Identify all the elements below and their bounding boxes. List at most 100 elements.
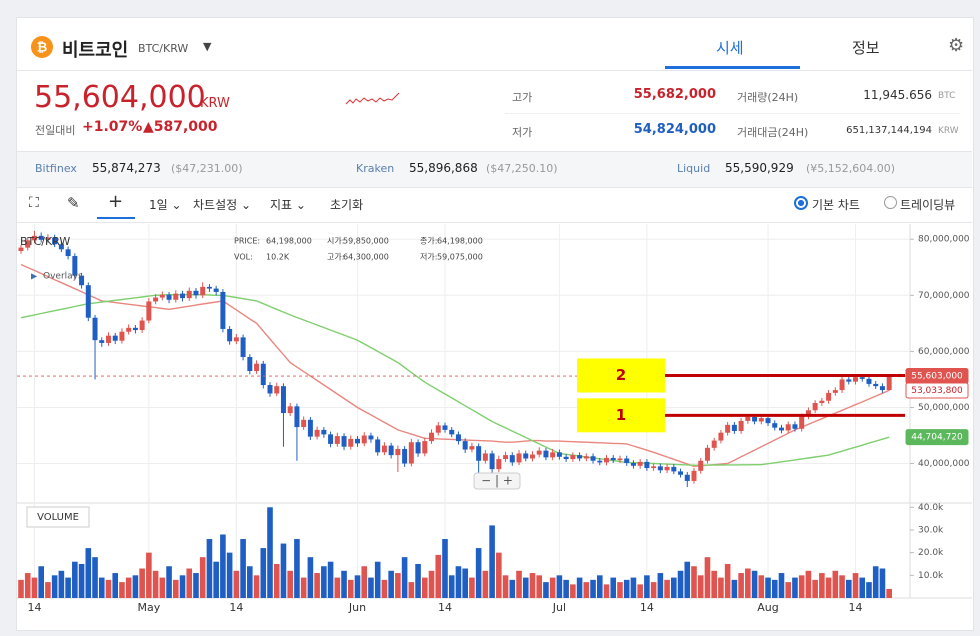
candle-body [886, 376, 892, 391]
candle-body [503, 455, 509, 460]
level-box [577, 358, 665, 393]
toolbar-item[interactable]: 1일 ⌄ [149, 198, 182, 212]
candle-body [597, 460, 603, 463]
candle-body [644, 461, 650, 469]
volume-bar [630, 577, 637, 598]
stat-label: 저가 [512, 126, 533, 139]
tab[interactable]: 시세 [716, 39, 744, 57]
radio-label[interactable]: 트레이딩뷰 [900, 198, 956, 212]
candle-body [227, 328, 233, 342]
candle-body [274, 386, 280, 394]
divider [505, 113, 960, 114]
candle-body [617, 458, 623, 461]
volume-bar [354, 575, 361, 598]
candle-body [846, 379, 852, 382]
candle-body [240, 337, 246, 357]
coin-title: 비트코인 [62, 40, 129, 61]
candle-body [778, 427, 784, 431]
volume-bar [792, 577, 798, 598]
settings-icon[interactable]: ⚙ [948, 35, 965, 56]
candle-body [132, 327, 138, 331]
volume-bar [650, 582, 657, 598]
y-tick-label: 60,000,000 [918, 347, 970, 357]
info-text: 64,198,000 [437, 237, 483, 246]
candle-body [65, 249, 71, 257]
volume-bar [684, 561, 691, 598]
candle-body [738, 420, 744, 432]
volume-bar [132, 575, 139, 598]
volume-bar [549, 577, 556, 598]
candle-body [711, 440, 717, 448]
volume-bar [819, 573, 825, 598]
volume-bar [805, 570, 812, 598]
toolbar-item[interactable]: 차트설정 ⌄ [193, 198, 252, 212]
candle-body [260, 363, 266, 386]
draw-icon[interactable]: ✎ [67, 194, 80, 212]
level-box [577, 398, 665, 433]
volume-bar [704, 557, 711, 598]
candle-body [213, 288, 219, 292]
candle-body [799, 416, 805, 429]
volume-bar [448, 575, 455, 598]
candle-body [375, 439, 381, 453]
volume-bar [240, 539, 246, 598]
volume-bar [879, 568, 886, 598]
fullscreen-icon[interactable]: ⛶ [29, 195, 39, 211]
radio[interactable] [794, 196, 808, 210]
x-tick-label: Aug [757, 601, 778, 614]
y-tick-label: 80,000,000 [918, 235, 970, 245]
radio-label[interactable]: 기본 차트 [812, 198, 860, 212]
toolbar-item[interactable]: 지표 ⌄ [270, 198, 306, 212]
candle-body [826, 392, 832, 401]
volume-bar [462, 568, 468, 598]
candle-body [590, 456, 596, 461]
level-label: 1 [616, 406, 626, 424]
volume-bar [105, 579, 112, 598]
tab[interactable]: 정보 [852, 39, 880, 57]
crosshair-icon[interactable]: + [108, 191, 124, 212]
candle-body [556, 452, 562, 457]
exchange-name: Liquid [677, 162, 711, 175]
change-pct: +1.07% [82, 119, 143, 135]
volume-bar [408, 582, 415, 598]
candle-body [415, 442, 421, 454]
candle-body [853, 377, 859, 382]
candle-body [92, 317, 98, 341]
candle-body [684, 474, 690, 481]
candle-body [866, 378, 872, 384]
dropdown-caret[interactable]: ▼ [203, 40, 212, 53]
volume-bar [745, 568, 751, 598]
volume-bar [287, 570, 293, 598]
volume-bar [529, 573, 536, 598]
stat-value: 55,682,000 [633, 87, 716, 102]
price-tag [905, 382, 969, 399]
candle-body [321, 429, 327, 435]
x-tick-label: 14 [438, 601, 452, 614]
price-tag [905, 429, 969, 446]
level-label: 2 [616, 366, 626, 384]
change-abs: ▲587,000 [143, 119, 218, 135]
volume-bar [381, 579, 388, 598]
volume-bar [273, 563, 280, 598]
radio[interactable] [884, 196, 897, 209]
exchange-bar [17, 151, 972, 188]
candle-body [550, 452, 556, 458]
volume-bar [570, 584, 576, 598]
candle-body [752, 416, 758, 422]
volume-bar [469, 577, 475, 598]
stat-unit: BTC [938, 91, 956, 101]
candle-body [469, 446, 475, 450]
stat-label: 거래량(24H) [737, 91, 799, 104]
exchange-price: 55,896,868 [409, 161, 478, 175]
toolbar-item[interactable]: 초기화 [330, 198, 364, 212]
volume-bar [475, 548, 482, 598]
volume-bar [738, 573, 744, 598]
volume-bar [395, 573, 401, 598]
volume-bar [193, 573, 199, 598]
volume-bar [361, 566, 368, 598]
exchange-price: 55,590,929 [725, 161, 794, 175]
candle-body [166, 294, 172, 300]
divider [17, 222, 972, 223]
overlays-label: Overlays [43, 272, 83, 282]
